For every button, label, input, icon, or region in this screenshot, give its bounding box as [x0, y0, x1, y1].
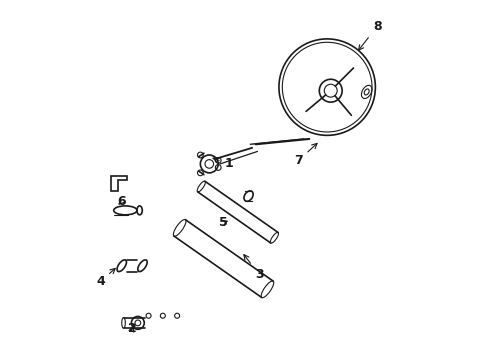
Text: 6: 6: [118, 195, 126, 208]
Text: 3: 3: [244, 255, 264, 281]
Text: 1: 1: [213, 157, 233, 170]
Text: 5: 5: [219, 216, 228, 229]
Text: 4: 4: [96, 269, 115, 288]
Text: 2: 2: [128, 322, 137, 335]
Text: 8: 8: [359, 20, 382, 50]
Text: 7: 7: [294, 143, 317, 167]
